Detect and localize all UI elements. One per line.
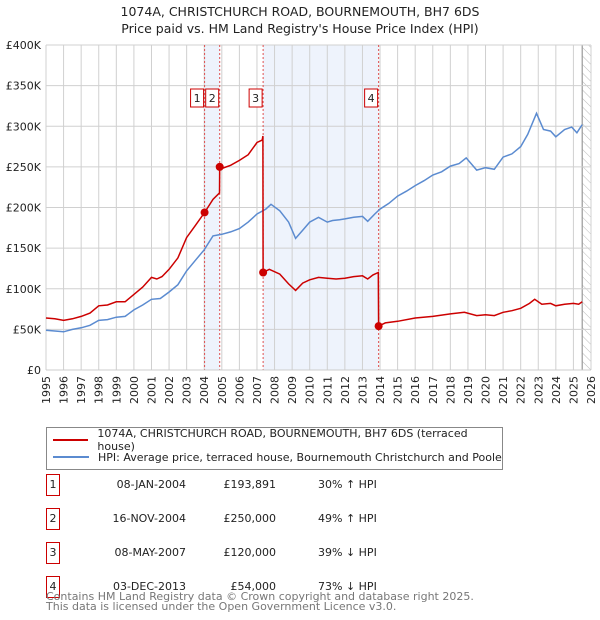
x-tick-label: 2019 (462, 376, 475, 404)
y-tick-label: £100K (6, 283, 42, 296)
sale-label: 3 (252, 92, 259, 105)
y-tick-label: £250K (6, 161, 42, 174)
x-tick-label: 2003 (181, 376, 194, 404)
sale-point (374, 322, 383, 331)
transaction-price: £120,000 (223, 546, 277, 559)
price-chart: 1995 1996 1997 1998 1999 2000 2001 2002 2003 2004… (6, 39, 598, 404)
y-tick-label: £350K (6, 80, 42, 93)
x-tick-label: 2009 (286, 376, 299, 404)
x-tick-label: 2002 (163, 376, 176, 404)
transaction-number: 3 (46, 542, 60, 564)
sale-label-box (248, 88, 263, 108)
x-tick-label: 2004 (198, 376, 211, 404)
transaction-date: 16-NOV-2004 (112, 512, 186, 525)
x-tick-label: 2017 (427, 376, 440, 404)
sale-label: 4 (368, 92, 375, 105)
legend-label-property: 1074A, CHRISTCHURCH ROAD, BOURNEMOUTH, B… (97, 427, 468, 453)
transaction-price: £54,000 (230, 580, 277, 593)
x-tick-label: 2020 (480, 376, 493, 404)
transaction-price: £250,000 (223, 512, 277, 525)
x-tick-label: 2012 (339, 376, 352, 404)
x-tick-label: 2023 (532, 376, 545, 404)
x-tick-label: 2018 (444, 376, 457, 404)
legend-item-hpi: HPI: Average price, terraced house, Bour… (53, 449, 502, 465)
x-tick-label: 2015 (392, 376, 405, 404)
x-tick-label: 2007 (251, 376, 264, 404)
sale-label: 2 (209, 92, 216, 105)
sale-point (215, 162, 224, 171)
y-tick-label: £50K (13, 323, 42, 336)
sale-label-box (364, 88, 379, 108)
legend-item-property: 1074A, CHRISTCHURCH ROAD, BOURNEMOUTH, B… (53, 427, 502, 453)
y-tick-label: £400K (6, 39, 42, 52)
transaction-hpi-diff: 39% ↓ HPI (318, 546, 377, 559)
x-tick-label: 1999 (110, 376, 123, 404)
transaction-price: £193,891 (223, 478, 277, 491)
transaction-hpi-diff: 49% ↑ HPI (318, 512, 377, 525)
transaction-number: 2 (46, 508, 60, 530)
transaction-date: 08-JAN-2004 (116, 478, 186, 491)
x-tick-label: 2011 (321, 376, 334, 404)
x-tick-label: 2010 (304, 376, 317, 404)
transaction-hpi-diff: 30% ↑ HPI (318, 478, 377, 491)
legend-swatch-hpi (53, 456, 89, 458)
sale-label-box (205, 88, 220, 108)
x-tick-label: 2013 (356, 376, 369, 404)
x-tick-label: 2006 (233, 376, 246, 404)
transaction-number: 1 (46, 474, 60, 496)
transaction-number: 4 (46, 576, 60, 598)
x-tick-label: 2024 (550, 376, 563, 404)
x-tick-label: 2005 (216, 376, 229, 404)
x-tick-label: 2001 (145, 376, 158, 404)
x-tick-label: 2014 (374, 376, 387, 404)
legend-label-hpi: HPI: Average price, terraced house, Bour… (98, 450, 502, 464)
legend-swatch-property (53, 439, 89, 441)
footer-copyright: Contains HM Land Registry data © Crown c… (46, 590, 474, 603)
x-tick-label: 2022 (515, 376, 528, 404)
y-tick-label: £300K (6, 120, 42, 133)
x-tick-label: 1997 (75, 376, 88, 404)
y-tick-label: £150K (6, 242, 42, 255)
transaction-date: 03-DEC-2013 (112, 580, 186, 593)
x-tick-label: 2025 (567, 376, 580, 404)
x-tick-label: 2021 (497, 376, 510, 404)
sale-point (200, 208, 209, 217)
property-price-line (45, 135, 583, 328)
y-tick-label: £200K (6, 202, 42, 215)
x-tick-label: 1998 (93, 376, 106, 404)
sale-point (259, 268, 268, 277)
chart-subtitle: Price paid vs. HM Land Registry's House … (121, 21, 479, 36)
sale-label-box (190, 88, 205, 108)
legend: 1074A, CHRISTCHURCH ROAD, BOURNEMOUTH, B… (46, 427, 503, 470)
x-tick-label: 1995 (40, 376, 53, 404)
x-tick-label: 1996 (58, 376, 71, 404)
y-tick-label: £0 (27, 364, 41, 377)
x-tick-label: 2016 (409, 376, 422, 404)
footer-licence: This data is licensed under the Open Gov… (46, 600, 397, 613)
chart-title: 1074A, CHRISTCHURCH ROAD, BOURNEMOUTH, B… (120, 4, 480, 19)
sale-label: 1 (194, 92, 201, 105)
transaction-date: 08-MAY-2007 (114, 546, 186, 559)
hpi-line (45, 111, 583, 333)
x-tick-label: 2008 (269, 376, 282, 404)
x-tick-label: 2026 (585, 376, 598, 404)
x-tick-label: 2000 (128, 376, 141, 404)
transaction-hpi-diff: 73% ↓ HPI (318, 580, 377, 593)
